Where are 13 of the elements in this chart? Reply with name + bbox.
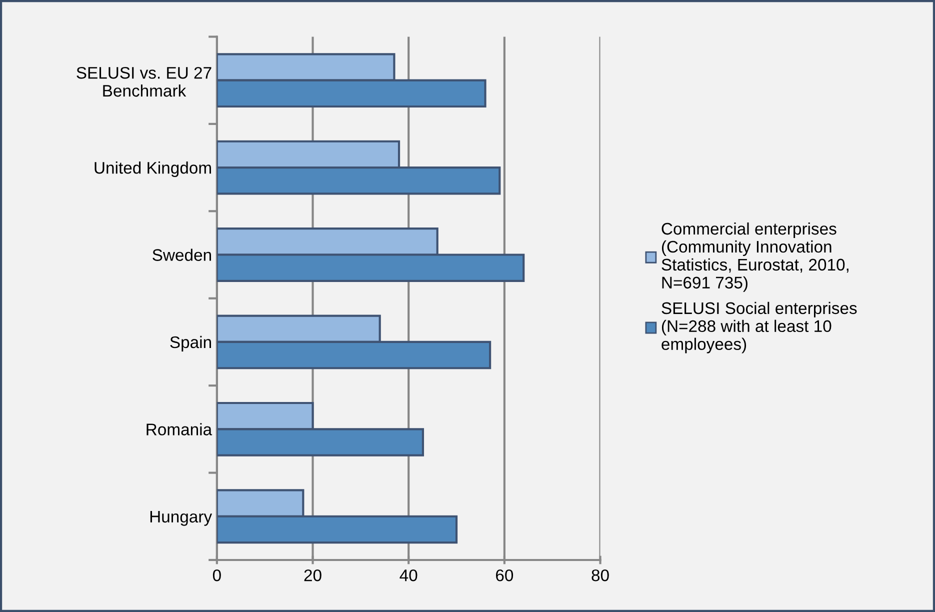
x-tick-label: 0 <box>212 569 221 582</box>
x-tick-label: 60 <box>496 569 514 582</box>
legend-label: Commercial enterprises (Community Innovation Statistics, Eurostat, 2010, N=691 735) <box>662 222 848 292</box>
y-tick-label: Spain <box>170 336 211 352</box>
x-tick-label: 40 <box>400 569 418 582</box>
x-tick-label: 20 <box>304 569 322 582</box>
y-tick-label: Romania <box>146 423 212 436</box>
legend-label: SELUSI Social enterprises (N=288 with at least 10 employees) <box>662 302 857 354</box>
y-tick-label: Sweden <box>152 248 211 261</box>
y-tick-label: SELUSI vs. EU 27 Benchmark <box>76 66 212 97</box>
x-tick-label: 80 <box>592 569 609 582</box>
y-tick-label: Hungary <box>150 510 212 526</box>
y-tick-label: United Kingdom <box>94 161 211 178</box>
